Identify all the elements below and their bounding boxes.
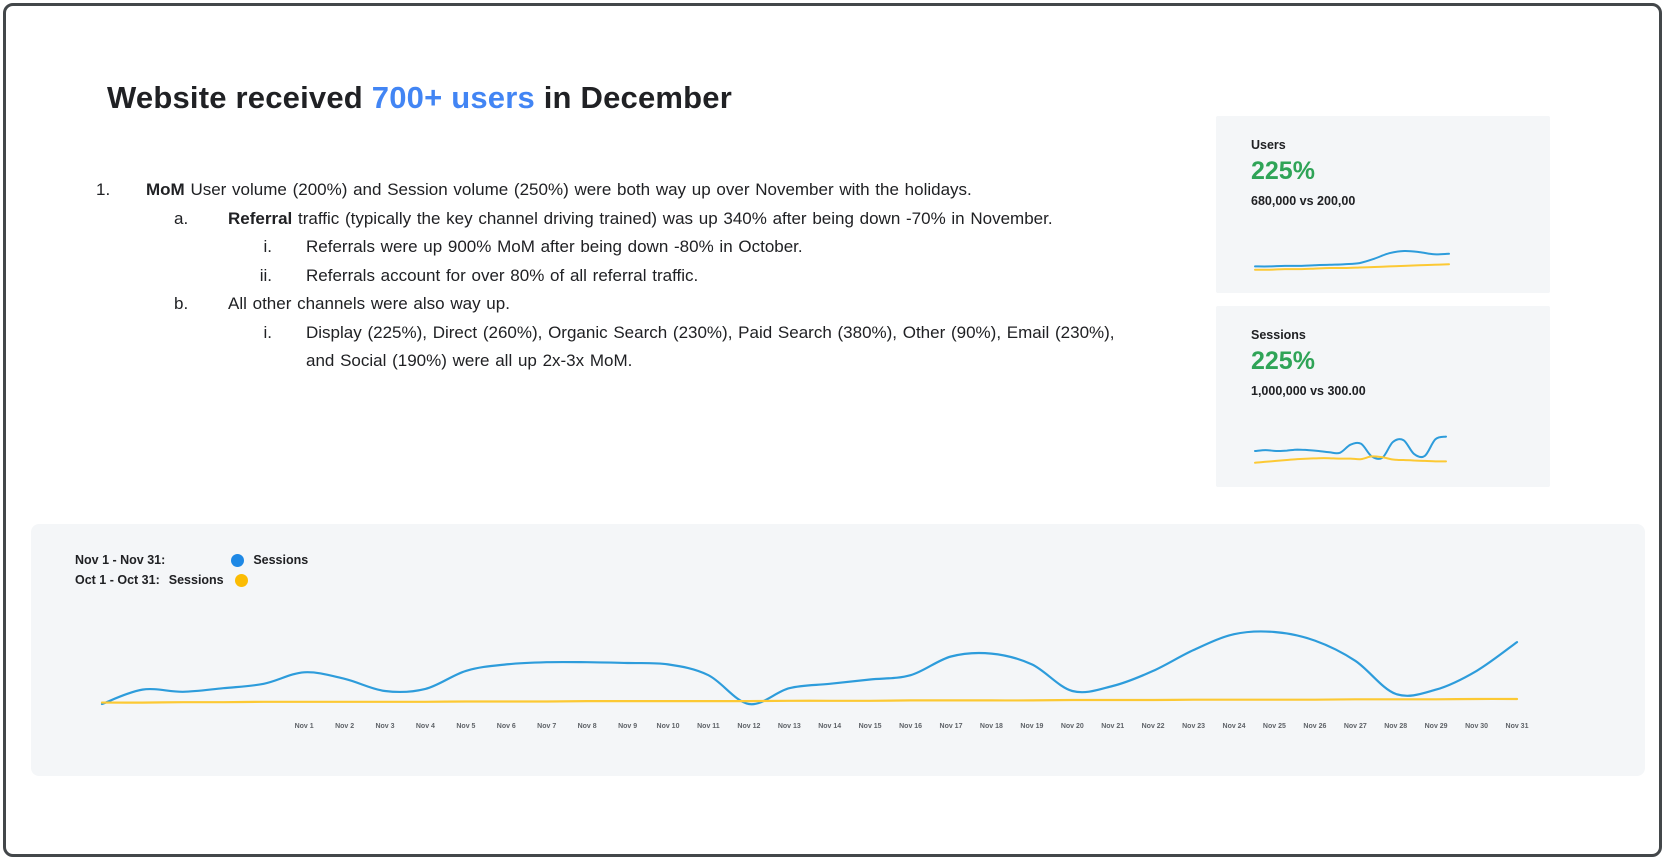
scorecard-comparison: 1,000,000 vs 300.00 — [1251, 384, 1366, 398]
users-scorecard: Users 225% 680,000 vs 200,00 — [1216, 116, 1550, 293]
svg-text:Nov 23: Nov 23 — [1182, 723, 1205, 730]
svg-text:Nov 22: Nov 22 — [1142, 723, 1165, 730]
svg-text:Nov 14: Nov 14 — [818, 723, 841, 730]
svg-text:Nov 11: Nov 11 — [697, 723, 720, 730]
list-text: Referrals account for over 80% of all re… — [306, 265, 699, 285]
legend-series-name: Sessions — [168, 573, 224, 587]
list-text: All other channels were also way up. — [228, 294, 510, 313]
legend-row-previous: Oct 1 - Oct 31: Sessions — [75, 570, 308, 590]
svg-text:Nov 26: Nov 26 — [1303, 723, 1326, 730]
scorecard-comparison: 680,000 vs 200,00 — [1251, 194, 1356, 208]
yellow-dot-icon — [234, 573, 248, 587]
chart-legend: Nov 1 - Nov 31: Sessions Oct 1 - Oct 31:… — [75, 550, 308, 590]
svg-text:Nov 29: Nov 29 — [1425, 723, 1448, 730]
list-item: 1. MoM User volume (200%) and Session vo… — [6, 176, 1116, 205]
list-text: Display (225%), Direct (260%), Organic S… — [306, 322, 1115, 371]
list-item: a. Referral traffic (typically the key c… — [6, 205, 1116, 234]
svg-text:Nov 5: Nov 5 — [456, 723, 475, 730]
list-marker: i. — [263, 322, 273, 342]
scorecard-percentage: 225% — [1251, 347, 1315, 375]
list-marker: ii. — [259, 265, 272, 285]
svg-text:Nov 7: Nov 7 — [537, 723, 556, 730]
page-title: Website received 700+ users in December — [107, 80, 732, 116]
title-suffix: in December — [534, 80, 733, 115]
list-marker: 1. — [96, 180, 111, 199]
svg-text:Nov 8: Nov 8 — [578, 723, 597, 730]
svg-text:Nov 30: Nov 30 — [1465, 723, 1488, 730]
svg-text:Nov 25: Nov 25 — [1263, 723, 1286, 730]
svg-text:Nov 20: Nov 20 — [1061, 723, 1084, 730]
svg-text:Nov 19: Nov 19 — [1020, 723, 1043, 730]
scorecard-label: Sessions — [1251, 328, 1306, 342]
list-item: ii. Referrals account for over 80% of al… — [6, 262, 1116, 291]
svg-text:Nov 15: Nov 15 — [859, 723, 882, 730]
svg-text:Nov 6: Nov 6 — [497, 723, 516, 730]
slide: Website received 700+ users in December … — [3, 3, 1662, 857]
svg-text:Nov 27: Nov 27 — [1344, 723, 1367, 730]
list-marker: i. — [263, 237, 273, 256]
list-item: i. Display (225%), Direct (260%), Organi… — [6, 319, 1116, 376]
svg-text:Nov 31: Nov 31 — [1506, 723, 1529, 730]
outline-list: 1. MoM User volume (200%) and Session vo… — [6, 176, 1116, 376]
legend-row-current: Nov 1 - Nov 31: Sessions — [75, 550, 308, 570]
svg-text:Nov 28: Nov 28 — [1384, 723, 1407, 730]
svg-text:Nov 21: Nov 21 — [1101, 723, 1124, 730]
sessions-sparkline — [1254, 435, 1447, 464]
svg-text:Nov 18: Nov 18 — [980, 723, 1003, 730]
svg-text:Nov 3: Nov 3 — [375, 723, 394, 730]
legend-series-name: Sessions — [253, 553, 309, 567]
sessions-scorecard: Sessions 225% 1,000,000 vs 300.00 — [1216, 306, 1550, 487]
list-item: b. All other channels were also way up. — [6, 290, 1116, 319]
users-sparkline — [1254, 249, 1450, 271]
svg-text:Nov 16: Nov 16 — [899, 723, 922, 730]
list-text: Referrals were up 900% MoM after being d… — [306, 237, 803, 256]
legend-date-range: Oct 1 - Oct 31: — [75, 573, 160, 587]
scorecards: Users 225% 680,000 vs 200,00 Sessions 22… — [1216, 116, 1550, 487]
title-highlight: 700+ users — [371, 80, 535, 115]
scorecard-percentage: 225% — [1251, 157, 1315, 185]
list-marker: a. — [174, 208, 189, 228]
legend-date-range: Nov 1 - Nov 31: — [75, 553, 166, 567]
svg-text:Nov 9: Nov 9 — [618, 723, 637, 730]
svg-text:Nov 10: Nov 10 — [657, 723, 680, 730]
sessions-chart-panel: Nov 1 - Nov 31: Sessions Oct 1 - Oct 31:… — [31, 524, 1645, 776]
title-prefix: Website received — [107, 80, 372, 115]
svg-text:Nov 2: Nov 2 — [335, 723, 354, 730]
list-marker: b. — [174, 294, 189, 313]
blue-dot-icon — [231, 553, 245, 567]
list-item: i. Referrals were up 900% MoM after bein… — [6, 233, 1116, 262]
list-text: MoM User volume (200%) and Session volum… — [146, 180, 972, 199]
svg-text:Nov 4: Nov 4 — [416, 723, 435, 730]
svg-text:Nov 24: Nov 24 — [1223, 723, 1246, 730]
list-text: Referral traffic (typically the key chan… — [228, 208, 1053, 228]
scorecard-label: Users — [1251, 138, 1286, 152]
svg-text:Nov 17: Nov 17 — [940, 723, 963, 730]
svg-text:Nov 12: Nov 12 — [737, 723, 760, 730]
svg-text:Nov 13: Nov 13 — [778, 723, 801, 730]
sessions-line-chart: Nov 1 Nov 2 Nov 3 Nov 4 Nov 5 Nov 6 Nov 7 Nov 8… — [100, 630, 1529, 730]
svg-text:Nov 1: Nov 1 — [295, 723, 314, 730]
